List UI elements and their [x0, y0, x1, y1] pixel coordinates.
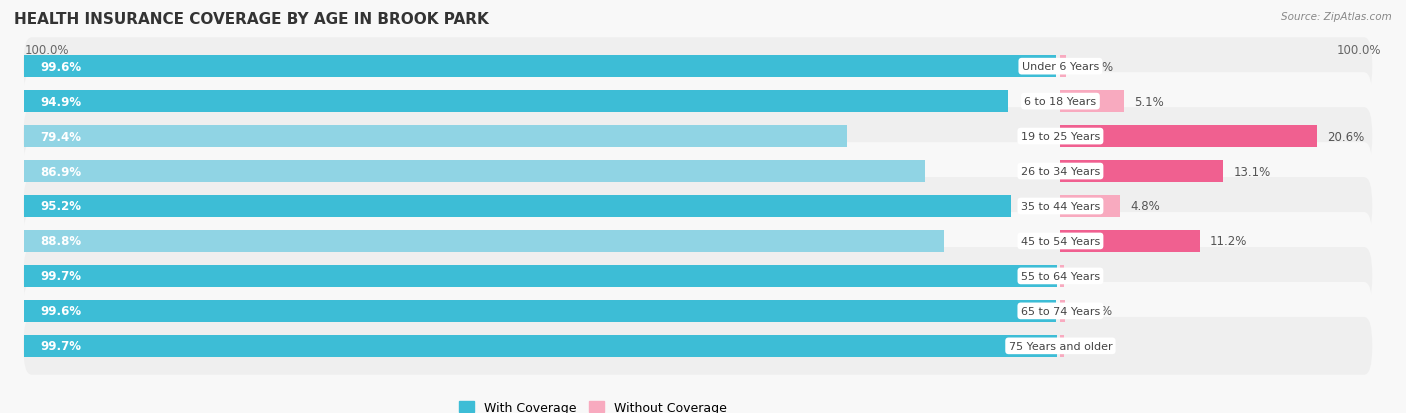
Text: 35 to 44 Years: 35 to 44 Years [1021, 202, 1099, 211]
Bar [1060, 266, 1064, 287]
Text: 0.36%: 0.36% [1076, 305, 1112, 318]
FancyBboxPatch shape [24, 143, 1372, 200]
Text: 26 to 34 Years: 26 to 34 Years [1021, 166, 1099, 177]
Text: 11.2%: 11.2% [1211, 235, 1247, 248]
Text: 75 Years and older: 75 Years and older [1008, 341, 1112, 351]
Text: 4.8%: 4.8% [1130, 200, 1160, 213]
Text: 65 to 74 Years: 65 to 74 Years [1021, 306, 1099, 316]
Text: Under 6 Years: Under 6 Years [1022, 62, 1099, 72]
Text: 99.6%: 99.6% [39, 305, 82, 318]
FancyBboxPatch shape [24, 108, 1372, 166]
FancyBboxPatch shape [24, 317, 1372, 375]
Text: 20.6%: 20.6% [1327, 130, 1364, 143]
Text: 13.1%: 13.1% [1233, 165, 1271, 178]
Text: 5.1%: 5.1% [1135, 95, 1164, 108]
Text: 94.9%: 94.9% [39, 95, 82, 108]
Bar [24, 126, 846, 147]
Bar [1060, 56, 1066, 78]
Text: 99.6%: 99.6% [39, 61, 82, 74]
Text: 55 to 64 Years: 55 to 64 Years [1021, 271, 1099, 281]
Bar [1060, 230, 1199, 252]
Bar [24, 266, 1057, 287]
Bar [24, 230, 945, 252]
Text: 45 to 54 Years: 45 to 54 Years [1021, 236, 1099, 247]
Bar [1060, 161, 1223, 183]
Text: 86.9%: 86.9% [39, 165, 82, 178]
Bar [1060, 300, 1064, 322]
FancyBboxPatch shape [24, 178, 1372, 235]
Bar [1060, 126, 1316, 147]
Text: 0.27%: 0.27% [1074, 339, 1111, 352]
Bar [24, 300, 1056, 322]
Bar [24, 335, 1057, 357]
FancyBboxPatch shape [24, 213, 1372, 270]
Bar [1060, 196, 1121, 217]
FancyBboxPatch shape [24, 247, 1372, 305]
Text: 99.7%: 99.7% [39, 270, 82, 283]
FancyBboxPatch shape [24, 38, 1372, 96]
Text: Source: ZipAtlas.com: Source: ZipAtlas.com [1281, 12, 1392, 22]
Text: 100.0%: 100.0% [1337, 44, 1382, 57]
Bar [24, 161, 925, 183]
Bar [24, 196, 1011, 217]
Bar [1060, 335, 1064, 357]
Text: 95.2%: 95.2% [39, 200, 82, 213]
Text: 88.8%: 88.8% [39, 235, 82, 248]
Legend: With Coverage, Without Coverage: With Coverage, Without Coverage [458, 401, 727, 413]
Text: HEALTH INSURANCE COVERAGE BY AGE IN BROOK PARK: HEALTH INSURANCE COVERAGE BY AGE IN BROO… [14, 12, 489, 27]
Bar [24, 91, 1008, 113]
FancyBboxPatch shape [24, 73, 1372, 131]
Bar [24, 56, 1056, 78]
Text: 79.4%: 79.4% [39, 130, 82, 143]
Text: 99.7%: 99.7% [39, 339, 82, 352]
Text: 100.0%: 100.0% [24, 44, 69, 57]
Bar [1060, 91, 1123, 113]
Text: 6 to 18 Years: 6 to 18 Years [1025, 97, 1097, 107]
FancyBboxPatch shape [24, 282, 1372, 340]
Text: 0.3%: 0.3% [1074, 270, 1104, 283]
Text: 0.45%: 0.45% [1077, 61, 1114, 74]
Text: 19 to 25 Years: 19 to 25 Years [1021, 132, 1099, 142]
